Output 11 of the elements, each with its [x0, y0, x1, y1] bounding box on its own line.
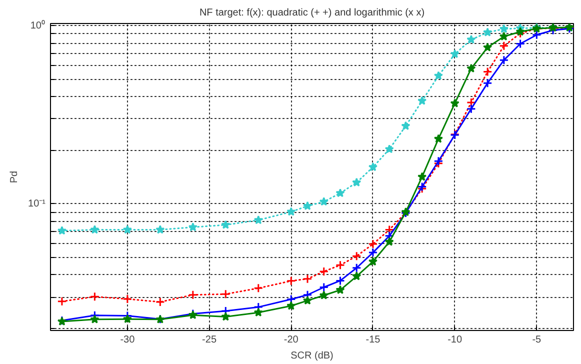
x-tick-label: -10	[448, 334, 462, 346]
x-tick-label: -25	[202, 334, 217, 346]
y-axis-title: Pd	[9, 170, 20, 184]
x-tick-label: -15	[366, 334, 381, 346]
x-tick-label: -30	[120, 334, 136, 346]
y-tick-label: 10⁰	[30, 19, 46, 32]
x-tick-label: -5	[532, 334, 542, 346]
y-tick-label: 10⁻¹	[28, 198, 46, 210]
chart-title: NF target: f(x): quadratic (+ +) and logarithmic (x x)	[199, 8, 425, 18]
x-axis-title: SCR (dB)	[290, 350, 334, 362]
x-tick-label: -20	[284, 334, 299, 346]
